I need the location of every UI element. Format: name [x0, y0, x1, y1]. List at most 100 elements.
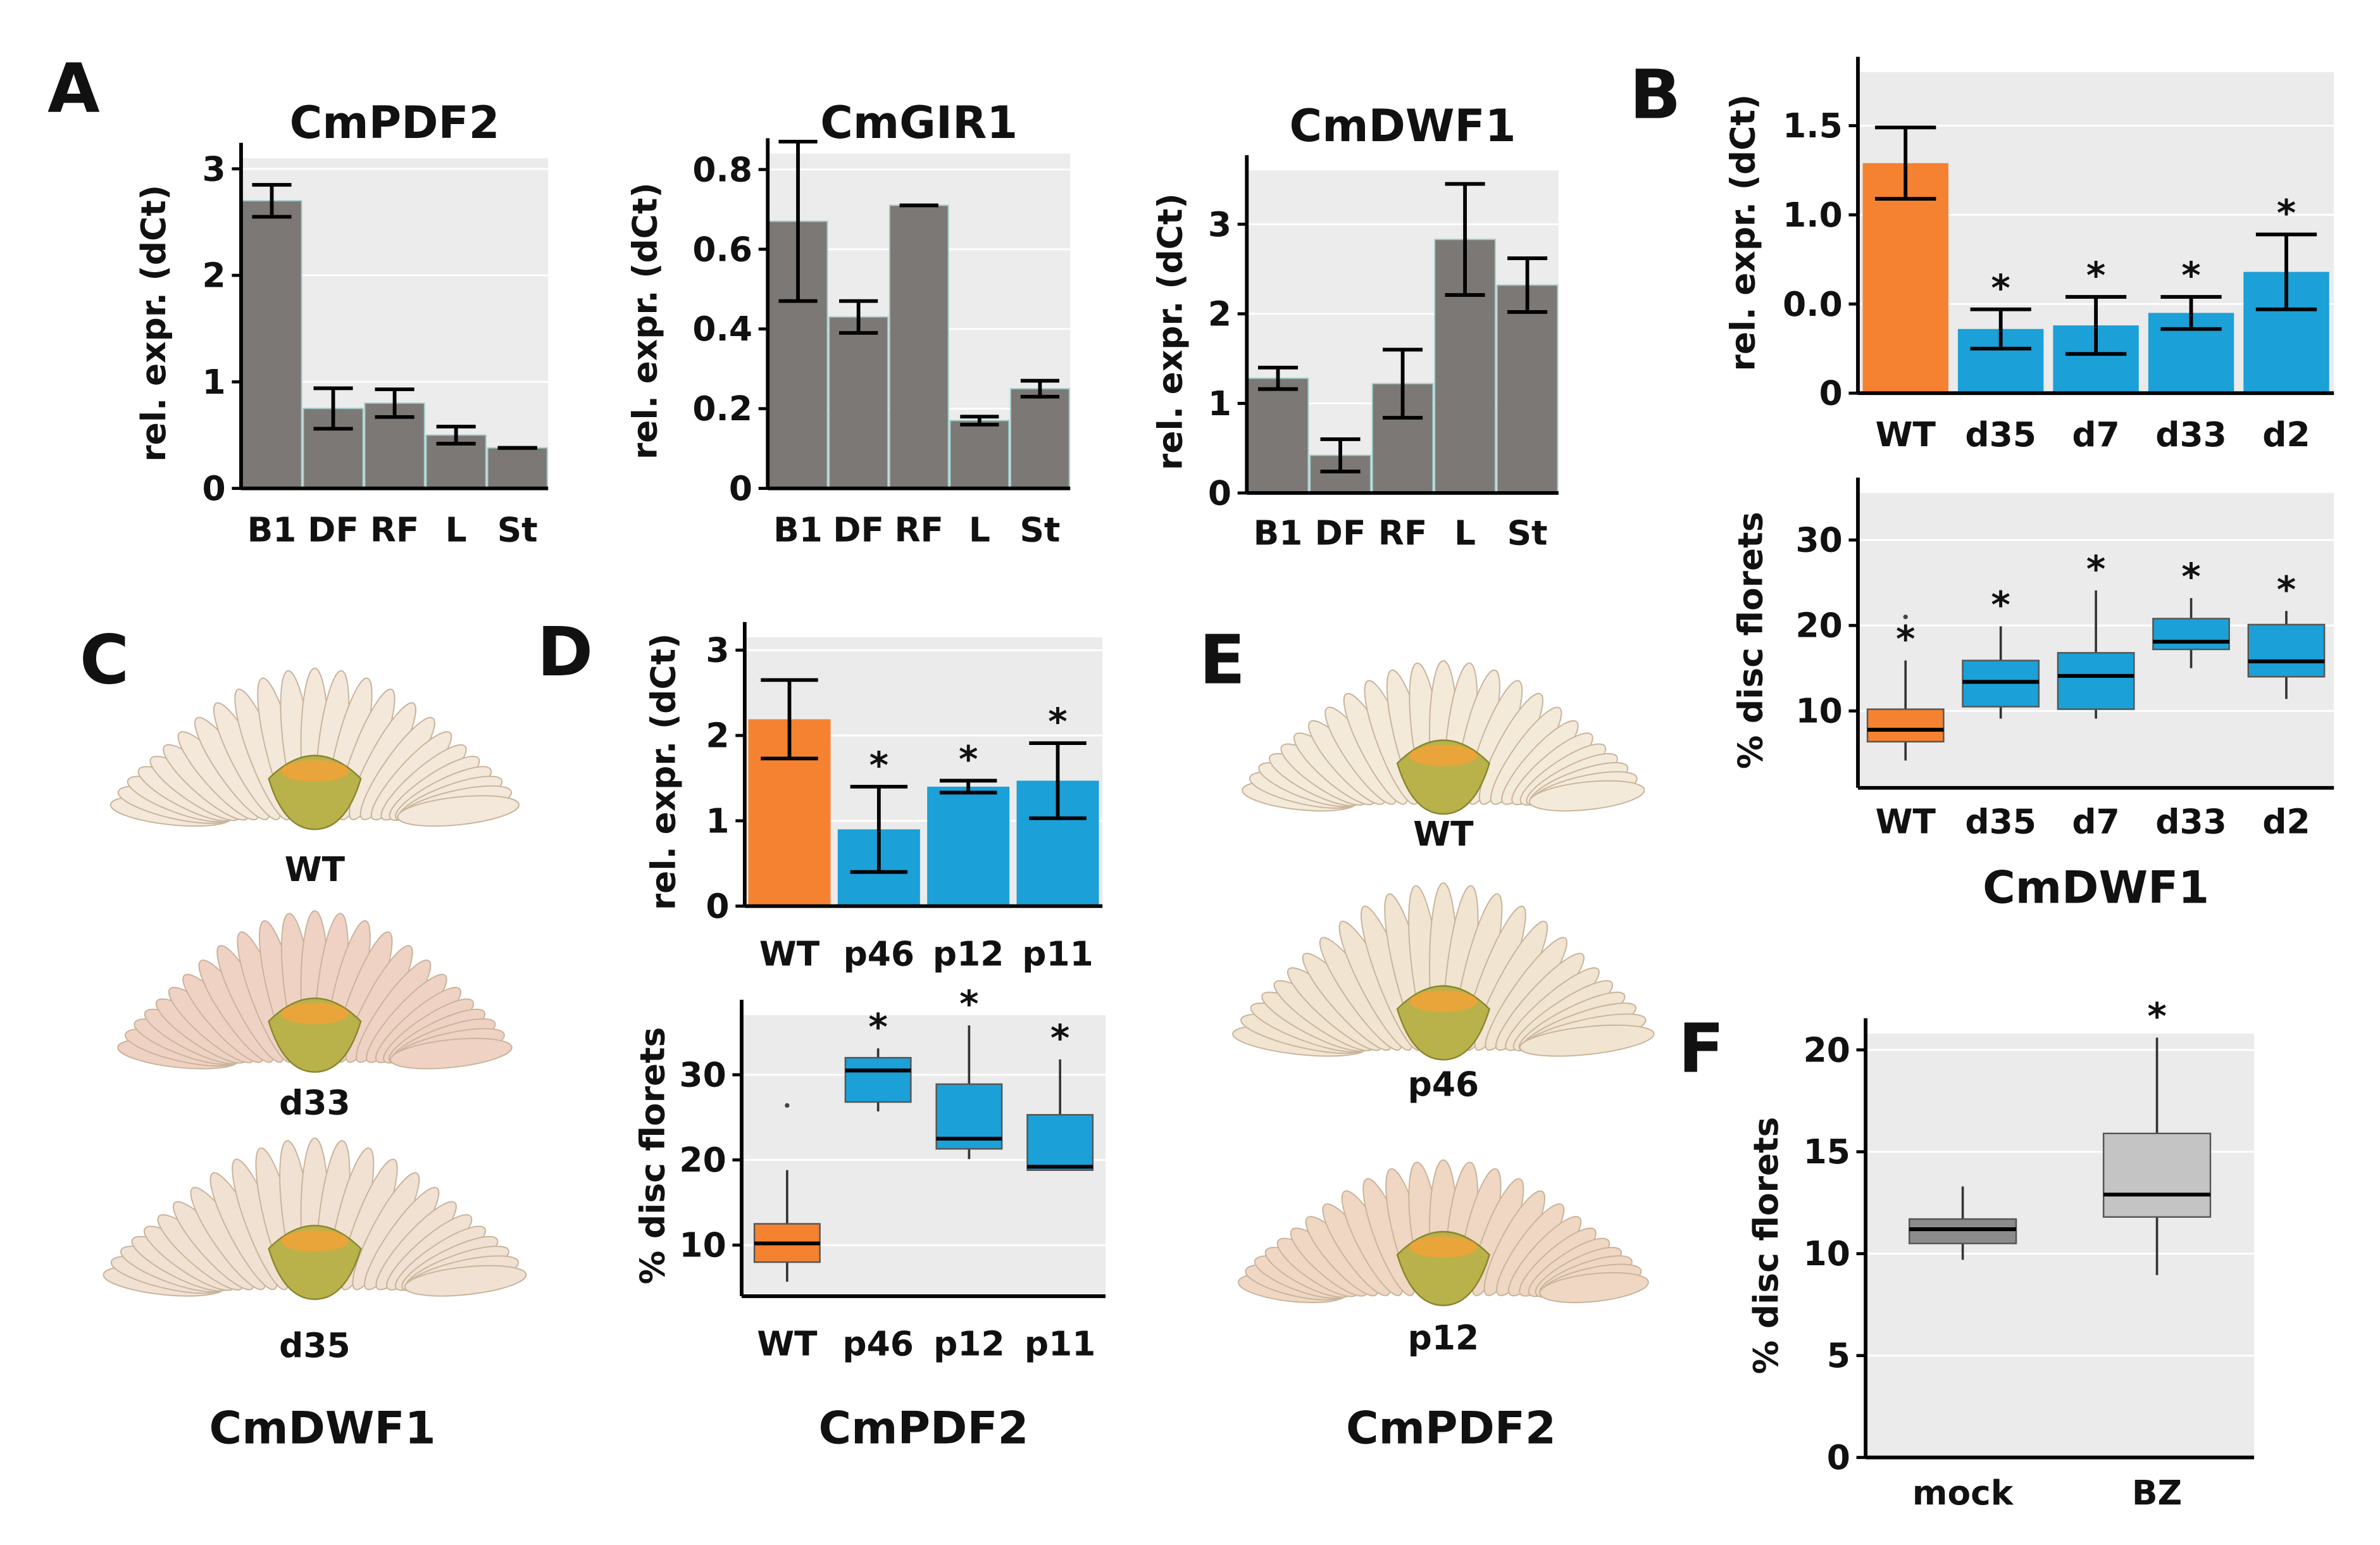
flower: [117, 910, 513, 1073]
x-tick-label: d35: [1965, 415, 2036, 454]
significance: *: [868, 1005, 887, 1048]
x-tick-label: DF: [1315, 513, 1366, 553]
y-tick-label: 15: [1804, 1132, 1850, 1172]
bar: [927, 786, 1010, 906]
significance: *: [869, 744, 888, 787]
significance: *: [2147, 994, 2166, 1037]
chart-title: CmPDF2: [290, 97, 500, 149]
significance: *: [1991, 266, 2010, 310]
petal: [390, 1037, 513, 1070]
bar: [487, 447, 548, 489]
significance: *: [1048, 700, 1067, 743]
x-tick-label: d2: [2262, 802, 2310, 842]
significance: *: [959, 982, 978, 1025]
y-tick-label: 20: [1795, 606, 1842, 646]
y-tick-label: 10: [1804, 1234, 1850, 1273]
x-tick-label: p12: [933, 1324, 1004, 1364]
x-tick-label: RF: [1378, 513, 1428, 553]
flower-disc: [281, 1230, 349, 1252]
x-tick-label: B1: [247, 510, 297, 550]
x-tick-label: d7: [2072, 802, 2119, 842]
y-tick-label: 0.4: [692, 309, 752, 349]
panel-letter: F: [1678, 1010, 1724, 1088]
y-tick-label: 1: [706, 801, 729, 841]
x-tick-label: B1: [1254, 513, 1303, 553]
image-label: d33: [279, 1083, 350, 1123]
bar: [1010, 388, 1070, 489]
bar: [1247, 377, 1309, 494]
y-tick-label: 3: [202, 149, 226, 189]
bar: [828, 316, 888, 489]
y-tick-label: 0: [729, 468, 752, 508]
y-tick-label: 2: [202, 256, 226, 296]
significance: *: [2277, 568, 2296, 611]
image-label: d35: [279, 1325, 350, 1365]
x-tick-label: L: [1454, 513, 1476, 553]
y-tick-label: 2: [706, 715, 729, 755]
box: [2247, 623, 2326, 678]
y-tick-label: 0: [1827, 1437, 1850, 1477]
box: [2102, 1132, 2212, 1218]
flower-disc: [281, 1003, 349, 1025]
y-axis-label: rel. expr. (dCt): [625, 182, 665, 460]
x-tick-label: p12: [933, 934, 1004, 973]
x-tick-label: d33: [2155, 415, 2226, 454]
bar: [888, 204, 949, 489]
x-tick-label: WT: [759, 934, 820, 973]
box: [2057, 652, 2135, 710]
y-tick-label: 0.0: [1783, 284, 1843, 324]
y-axis-label: rel. expr. (dCt): [644, 633, 683, 910]
y-axis-label: % disc florets: [1731, 512, 1771, 770]
x-tick-label: BZ: [2132, 1473, 2182, 1513]
significance: *: [1991, 584, 2010, 627]
chart-title: CmGIR1: [820, 97, 1018, 149]
y-tick-label: 1: [1208, 384, 1231, 423]
y-tick-label: 0.2: [692, 389, 752, 428]
flower: [103, 1137, 527, 1300]
panel-letter: D: [537, 613, 594, 692]
y-tick-label: 0: [1208, 473, 1231, 513]
significance: *: [2181, 555, 2200, 598]
panel-letter: B: [1629, 56, 1681, 134]
y-tick-label: 0: [1819, 373, 1843, 413]
y-tick-label: 1.0: [1783, 195, 1843, 235]
image-caption: CmPDF2: [1346, 1403, 1556, 1454]
chart-caption: CmDWF1: [1983, 861, 2209, 913]
image-caption: CmDWF1: [209, 1403, 436, 1454]
significance: *: [1896, 618, 1915, 661]
y-tick-label: 20: [1804, 1030, 1850, 1070]
bar: [1496, 284, 1559, 494]
chart-caption: CmPDF2: [819, 1403, 1029, 1454]
flower-disc: [1409, 744, 1478, 766]
y-tick-label: 10: [679, 1225, 726, 1265]
petal: [1539, 1272, 1649, 1303]
y-tick-label: 0.6: [692, 229, 752, 269]
box: [1026, 1114, 1094, 1171]
flower-images: [103, 660, 1655, 1306]
x-tick-label: B1: [773, 510, 823, 550]
significance: *: [959, 737, 978, 780]
y-axis-label: rel. expr. (dCt): [1150, 193, 1190, 470]
x-tick-label: p46: [844, 934, 914, 973]
box: [1908, 1218, 2017, 1244]
y-tick-label: 30: [679, 1055, 726, 1095]
panel-letter: A: [47, 50, 100, 128]
flower: [1237, 1159, 1649, 1306]
y-tick-label: 1.5: [1783, 106, 1843, 146]
y-axis-label: rel. expr. (dCt): [1723, 94, 1763, 372]
x-tick-label: WT: [1876, 802, 1936, 842]
y-tick-label: 3: [1208, 204, 1231, 244]
flower: [1232, 882, 1655, 1061]
y-tick-label: 0.8: [692, 149, 752, 189]
box: [1866, 708, 1945, 743]
petal: [1528, 780, 1645, 812]
x-tick-label: WT: [1876, 415, 1936, 454]
outlier: [785, 1103, 790, 1108]
y-tick-label: 5: [1827, 1335, 1850, 1375]
y-tick-label: 20: [679, 1140, 726, 1180]
image-label: WT: [1413, 814, 1474, 854]
panel-letter: E: [1199, 621, 1245, 699]
x-tick-label: p11: [1022, 934, 1093, 973]
x-tick-label: p11: [1025, 1324, 1095, 1364]
